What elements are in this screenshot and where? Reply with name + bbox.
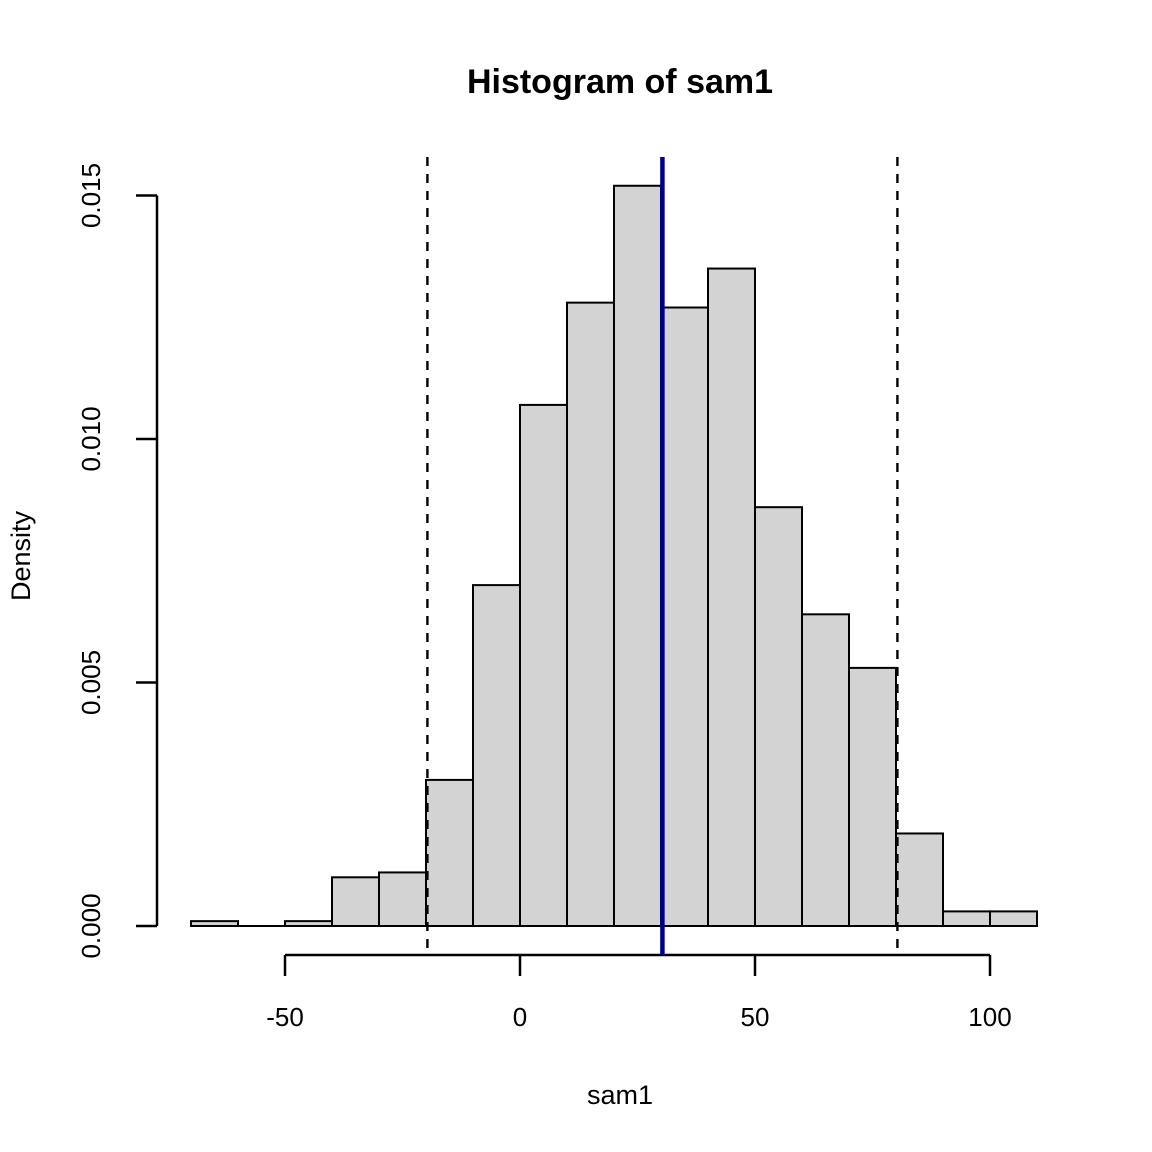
histogram-bar — [895, 832, 944, 927]
histogram-bar — [425, 778, 474, 928]
histogram-bar — [331, 876, 380, 927]
histogram-bar — [848, 666, 897, 927]
reference-lines-layer — [426, 157, 899, 955]
x-axis-tick-label: 50 — [741, 1002, 770, 1032]
x-axis-tick-label: 100 — [968, 1002, 1011, 1032]
histogram-bar — [707, 267, 756, 927]
bars-layer — [190, 184, 1038, 928]
histogram-bar — [190, 920, 239, 928]
x-axis-tick-label: -50 — [266, 1002, 304, 1032]
histogram-bar — [472, 584, 521, 927]
y-axis-tick-label: 0.005 — [76, 650, 106, 715]
y-axis-tick-label: 0.015 — [76, 163, 106, 228]
x-axis-label: sam1 — [587, 1080, 653, 1110]
axes-layer: -50 0 50 100 0.000 0.005 0.010 0.015 — [76, 163, 1012, 1032]
histogram-bar — [942, 910, 991, 928]
histogram-bar — [660, 306, 709, 927]
histogram-bar — [613, 184, 662, 927]
histogram-bar — [566, 301, 615, 927]
y-axis-tick-label: 0.000 — [76, 893, 106, 958]
histogram-bar — [284, 920, 333, 928]
y-axis-label: Density — [6, 510, 36, 601]
histogram-bar — [801, 613, 850, 927]
chart-title: Histogram of sam1 — [467, 63, 773, 101]
histogram-bar — [378, 871, 427, 927]
x-axis-tick-label: 0 — [513, 1002, 527, 1032]
histogram-bar — [519, 403, 568, 928]
histogram-bar — [754, 506, 803, 927]
histogram-bar — [989, 910, 1038, 928]
y-axis-tick-label: 0.010 — [76, 406, 106, 471]
